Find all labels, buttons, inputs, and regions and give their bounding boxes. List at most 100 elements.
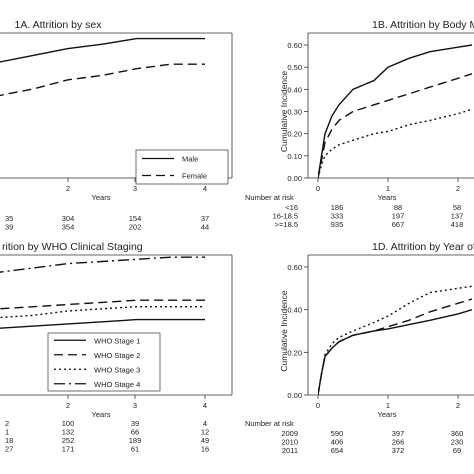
y-tick-label: 0.50 [287, 63, 302, 72]
risk-table-label: 16-18.5 [273, 212, 298, 221]
legend-entry: Male [182, 155, 198, 164]
legend-box [47, 332, 161, 392]
risk-table-value: 88 [394, 203, 402, 212]
series-line-who-stage-4 [0, 256, 205, 273]
legend-entry: WHO Stage 1 [94, 336, 140, 345]
y-tick-label: 0.20 [287, 348, 302, 357]
chart-panel-1d: 1D. Attrition by Year of 0.00 0.20 0.40 0.60… [245, 241, 474, 455]
legend: WHO Stage 1 WHO Stage 2 WHO Stage 3 WHO Sta… [47, 332, 161, 392]
risk-table-value: 266 [392, 438, 405, 447]
series-line-who-stage-2 [0, 299, 205, 310]
risk-table-value: 18 [5, 436, 13, 445]
y-tick-label: 0.00 [287, 391, 302, 400]
y-tick-label: 0.30 [287, 108, 302, 117]
risk-table-value: 304 [62, 214, 75, 223]
x-axis-label: Years [92, 193, 111, 202]
risk-table-value: 61 [131, 445, 139, 454]
risk-table-value: 12 [201, 428, 209, 437]
x-tick-label: 0 [316, 184, 320, 193]
risk-table-value: 197 [392, 212, 405, 221]
risk-table-value: 132 [62, 428, 75, 437]
x-tick-label: 4 [203, 401, 207, 410]
series-line-female [0, 63, 205, 97]
risk-table-value: 360 [451, 429, 464, 438]
series-line-16-18-5 [318, 73, 473, 178]
legend-entry: WHO Stage 2 [94, 351, 140, 360]
y-tick-label: 0.40 [287, 85, 302, 94]
risk-table-value: 58 [453, 203, 461, 212]
x-tick-label: 3 [133, 184, 137, 193]
risk-table-value: 171 [62, 445, 75, 454]
x-tick-label: 2 [456, 184, 460, 193]
legend: Male Female [135, 149, 229, 185]
risk-table-value: 397 [392, 429, 405, 438]
risk-table-value: 2 [5, 419, 9, 428]
y-tick-label: 0.60 [287, 263, 302, 272]
series-line-2011 [318, 285, 473, 395]
risk-table-value: 39 [131, 419, 139, 428]
risk-table-value: 333 [331, 212, 344, 221]
series-line-2009 [318, 309, 473, 395]
series-line-who-stage-1 [0, 318, 205, 329]
x-axis-label: Years [92, 410, 111, 419]
panel-title: rition by WHO Clinical Staging [2, 241, 143, 253]
risk-table-value: 189 [129, 436, 142, 445]
series-line--16 [318, 44, 473, 178]
risk-table-header: Number at risk [245, 419, 294, 428]
legend-entry: WHO Stage 3 [94, 365, 140, 374]
series-line--18-5 [318, 108, 473, 178]
risk-table-value: 354 [62, 223, 75, 232]
y-axis-label: Cumulative Incidence [279, 290, 289, 372]
risk-table-value: 44 [201, 223, 209, 232]
risk-table-value: 154 [129, 214, 142, 223]
risk-table-value: 406 [331, 438, 344, 447]
risk-table-value: 35 [5, 214, 13, 223]
risk-table-label: 2009 [281, 429, 298, 438]
risk-table-value: 137 [451, 212, 464, 221]
x-tick-label: 2 [456, 401, 460, 410]
legend-entry: WHO Stage 4 [94, 380, 140, 389]
risk-table-value: 16 [201, 445, 209, 454]
panel-title: 1D. Attrition by Year of [372, 241, 474, 253]
y-axis-label: Cumulative Incidence [279, 71, 289, 153]
x-axis-label: Years [378, 193, 397, 202]
risk-table-label: 2011 [282, 446, 298, 455]
x-tick-label: 4 [203, 184, 207, 193]
chart-panel-1b: 1B. Attrition by Body M 0.00 0.10 0.20 0.30 0… [245, 19, 474, 229]
risk-table-value: 69 [453, 446, 461, 455]
risk-table-value: 935 [331, 220, 344, 229]
risk-table-value: 230 [451, 438, 464, 447]
risk-table-label: <16 [285, 203, 298, 212]
legend-entry: Female [182, 172, 207, 181]
x-tick-label: 1 [386, 401, 390, 410]
risk-table-value: 372 [392, 446, 405, 455]
risk-table-value: 27 [5, 445, 13, 454]
risk-table-value: 252 [62, 436, 75, 445]
risk-table-value: 4 [203, 419, 207, 428]
chart-panel-1a: 1A. Attrition by sex 2 3 4 Years Male Female 35… [0, 19, 233, 232]
chart-panel-1c: rition by WHO Clinical Staging 2 3 4 Years WH… [0, 241, 233, 454]
risk-table-value: 49 [201, 436, 209, 445]
y-tick-label: 0.40 [287, 306, 302, 315]
risk-table-label: 2010 [281, 438, 298, 447]
risk-table-value: 66 [131, 428, 139, 437]
risk-table-value: 590 [331, 429, 344, 438]
series-line-who-stage-3 [0, 306, 205, 319]
panel-title: 1B. Attrition by Body M [372, 19, 474, 31]
risk-table-value: 202 [129, 223, 142, 232]
x-tick-label: 1 [386, 184, 390, 193]
risk-table-value: 654 [331, 446, 344, 455]
risk-table-value: 39 [5, 223, 13, 232]
risk-table-value: 667 [392, 220, 405, 229]
y-tick-label: 0.60 [287, 41, 302, 50]
risk-table-value: 37 [201, 214, 209, 223]
x-tick-label: 2 [66, 401, 70, 410]
risk-table-value: 186 [331, 203, 344, 212]
x-axis-label: Years [378, 410, 397, 419]
series-line-male [0, 37, 205, 63]
x-tick-label: 3 [133, 401, 137, 410]
risk-table-label: >=18.5 [275, 220, 298, 229]
risk-table-value: 1 [5, 428, 9, 437]
y-tick-label: 0.10 [287, 152, 302, 161]
